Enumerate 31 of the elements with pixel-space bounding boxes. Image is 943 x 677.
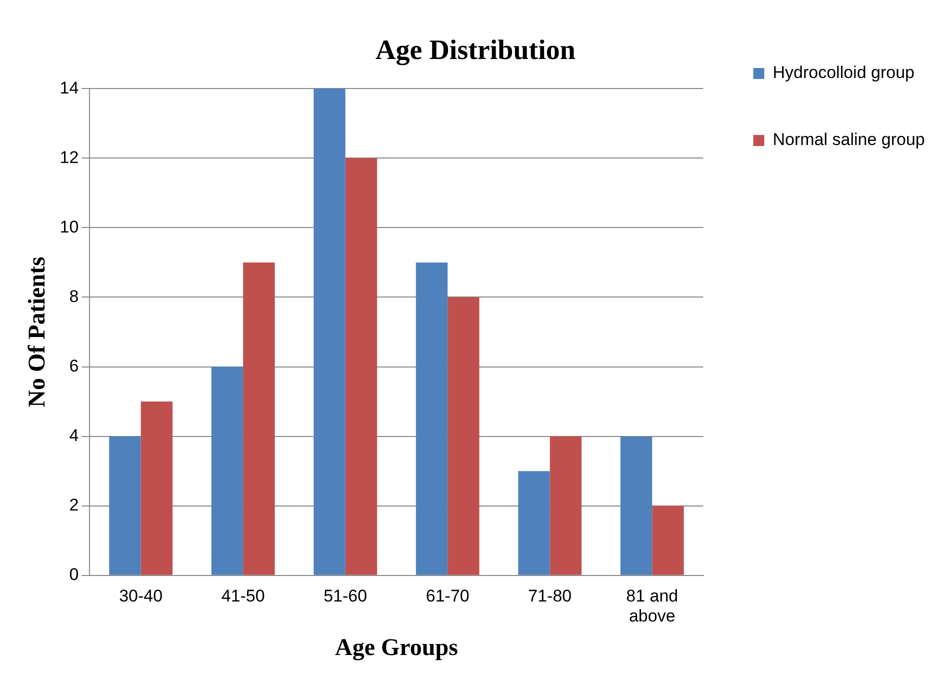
x-tick-label: 61-70 bbox=[426, 586, 470, 606]
y-tick-label: 2 bbox=[69, 496, 79, 515]
bar bbox=[652, 506, 684, 575]
x-tick-label: 51-60 bbox=[324, 586, 368, 606]
bar bbox=[345, 158, 378, 575]
y-axis-title: No Of Patients bbox=[24, 256, 51, 408]
legend-label: Hydrocolloid group bbox=[772, 63, 914, 82]
bar bbox=[314, 88, 346, 575]
y-tick-label: 0 bbox=[69, 565, 79, 584]
y-tick-label: 10 bbox=[60, 217, 79, 236]
bar bbox=[140, 402, 173, 575]
x-tick-label: 81 and above bbox=[626, 586, 678, 626]
legend-label: Normal saline group bbox=[772, 130, 925, 150]
y-tick-label: 14 bbox=[60, 78, 79, 98]
chart-title: Age Distribution bbox=[376, 35, 576, 66]
x-tick-label: 30-40 bbox=[119, 586, 163, 606]
x-axis-title: Age Groups bbox=[335, 634, 458, 661]
bar bbox=[518, 471, 550, 575]
bar bbox=[550, 436, 582, 575]
bar bbox=[211, 366, 244, 575]
y-tick-label: 6 bbox=[69, 356, 79, 376]
y-tick-label: 4 bbox=[69, 426, 79, 445]
y-tick-label: 12 bbox=[60, 148, 79, 167]
bar bbox=[416, 262, 448, 575]
x-tick-label: 41-50 bbox=[221, 586, 265, 606]
bar bbox=[620, 436, 652, 575]
bar bbox=[243, 262, 275, 575]
y-tick-label: 8 bbox=[69, 286, 79, 306]
bar bbox=[448, 297, 480, 575]
bar bbox=[109, 436, 141, 575]
x-tick-label: 71-80 bbox=[528, 586, 572, 606]
